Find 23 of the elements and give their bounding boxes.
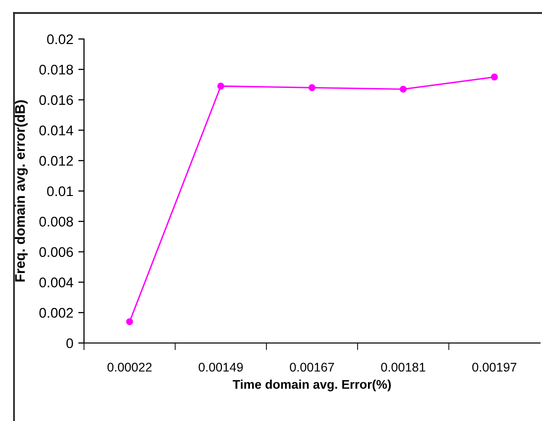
x-tick-label: 0.00197 bbox=[472, 362, 516, 372]
y-tick-label: 0.018 bbox=[39, 64, 73, 75]
x-axis-title: Time domain avg. Error(%) bbox=[232, 380, 391, 392]
y-tick-label: 0.004 bbox=[39, 278, 74, 288]
point bbox=[400, 86, 407, 93]
y-tick-label: 0.006 bbox=[39, 247, 73, 257]
point bbox=[308, 84, 316, 92]
y-tick-label: 0.02 bbox=[47, 34, 73, 44]
x-tick-label: 0.00022 bbox=[108, 362, 152, 372]
point bbox=[217, 82, 224, 90]
x-tick-label: 0.00149 bbox=[198, 362, 243, 372]
y-tick-label: 0 bbox=[66, 338, 74, 348]
y-tick-label: 0.016 bbox=[39, 95, 73, 105]
y-tick-label: 0.012 bbox=[39, 156, 73, 166]
point bbox=[126, 318, 134, 326]
x-tick-label: 0.00167 bbox=[290, 362, 334, 372]
y-tick-label: 0.01 bbox=[47, 186, 73, 196]
y-tick-label: 0.002 bbox=[39, 308, 73, 318]
y-tick-label: 0.014 bbox=[39, 126, 74, 136]
y-tick-label: 0.008 bbox=[39, 216, 73, 227]
x-tick-label: 0.00181 bbox=[381, 362, 426, 372]
point bbox=[490, 74, 498, 80]
y-axis-title: Freq. domain avg. error(dB) bbox=[14, 100, 28, 282]
